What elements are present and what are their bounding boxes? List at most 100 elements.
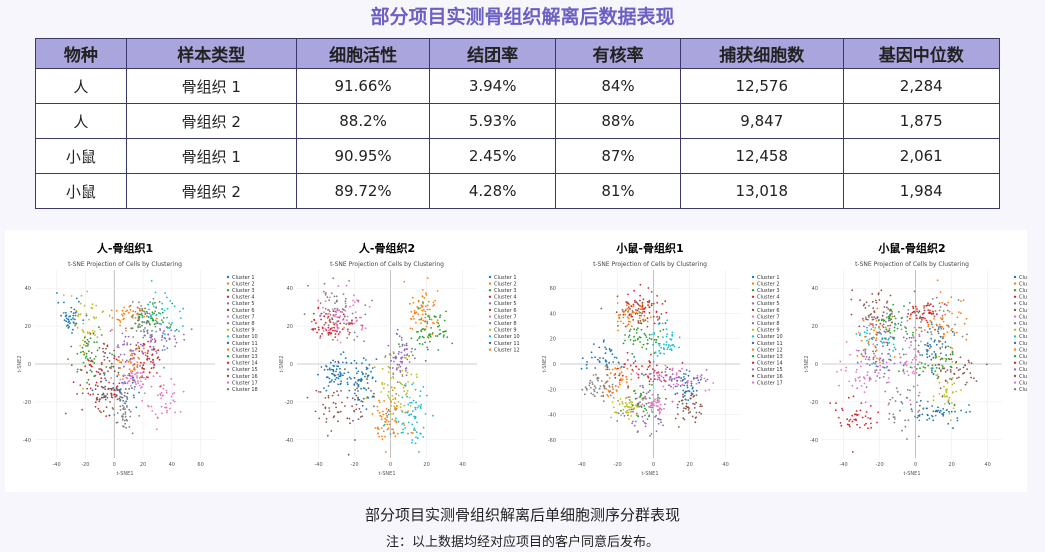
cell-dot	[89, 331, 91, 334]
cell-dot	[382, 430, 385, 433]
cell-dot	[370, 370, 372, 373]
cell-dot	[412, 399, 415, 402]
cell-dot	[350, 362, 353, 365]
cell-dot	[951, 330, 954, 333]
cell-dot	[678, 346, 680, 349]
legend-entry: Cluster 13	[232, 354, 258, 360]
cell-dot	[932, 373, 935, 376]
cell-dot	[692, 378, 695, 381]
cell-dot	[424, 292, 427, 294]
cell-dot	[658, 349, 660, 352]
cell-dot	[442, 336, 445, 338]
page-title: 部分项目实测骨组织解离后数据表现	[370, 6, 675, 28]
cell-dot	[859, 380, 861, 382]
cell-dot	[395, 407, 398, 410]
cell-dot	[611, 401, 614, 403]
cell-dot	[860, 360, 863, 363]
cell-dot	[100, 396, 103, 399]
cell-dot	[126, 382, 129, 385]
cell-dot	[633, 389, 636, 392]
cell-dot	[892, 303, 895, 306]
cell-dot	[892, 350, 894, 352]
cell-dot	[144, 351, 147, 354]
cell-dot	[945, 354, 948, 357]
cell-dot	[437, 349, 440, 351]
cell-dot	[410, 413, 413, 416]
cell-dot	[850, 298, 853, 301]
cell-dot	[630, 373, 633, 375]
cell-dot	[93, 330, 96, 333]
cell-dot	[139, 365, 142, 367]
cell-dot	[351, 397, 354, 400]
cell-dot	[607, 389, 610, 392]
y-tick-label: 40	[812, 286, 818, 292]
cell-dot	[342, 318, 345, 320]
cell-dot	[637, 307, 640, 310]
cell-dot	[926, 353, 928, 355]
cell-dot	[366, 382, 369, 384]
cell-dot	[157, 394, 159, 397]
cell-dot	[146, 332, 149, 335]
cell-dot	[590, 392, 593, 395]
cell-dot	[905, 337, 908, 340]
cell-dot	[871, 338, 874, 341]
cell-dot	[668, 378, 671, 381]
cell-dot	[405, 393, 407, 396]
cell-dot	[162, 321, 165, 324]
legend-entry: Cluster 12	[1019, 347, 1027, 353]
cell-dot	[122, 400, 125, 402]
cell-dot	[131, 352, 133, 355]
cell-dot	[327, 332, 330, 335]
cell-dot	[409, 401, 411, 404]
cell-dot	[672, 383, 675, 386]
cell-dot	[622, 322, 625, 325]
cell-dot	[329, 313, 332, 316]
cell-dot	[598, 360, 601, 363]
cell-dot	[397, 420, 400, 423]
column-header: 有核率	[554, 38, 682, 69]
column-header: 结团率	[429, 38, 556, 69]
cell-dot	[160, 339, 163, 341]
cell-dot	[880, 340, 882, 343]
cell-dot	[120, 361, 123, 364]
cell-dot	[337, 332, 340, 335]
cell-dot	[944, 371, 947, 373]
cell-dot	[698, 411, 701, 414]
cell-dot	[669, 348, 671, 350]
cell-dot	[131, 316, 134, 319]
cell-dot	[355, 367, 358, 370]
cell-dot	[67, 318, 69, 321]
cell-dot	[116, 398, 119, 401]
cell-dot	[410, 351, 413, 353]
cell-dot	[642, 420, 645, 422]
cell-dot	[121, 404, 124, 407]
cell-dot	[872, 324, 874, 327]
cell-dot	[920, 321, 922, 323]
cell-dot	[97, 371, 100, 374]
legend-entry: Cluster 6	[494, 308, 517, 314]
cell-dot	[151, 313, 154, 316]
cell-dot	[953, 382, 956, 385]
cell-dot	[894, 322, 896, 325]
cell-dot	[948, 412, 951, 415]
cell-dot	[927, 364, 930, 367]
cell-dot	[310, 320, 313, 323]
cell-dot	[901, 402, 904, 405]
cell-dot	[151, 302, 154, 304]
cell-dot	[632, 340, 635, 342]
cell-dot	[642, 308, 645, 310]
cell-dot	[917, 374, 920, 377]
cell-dot	[348, 331, 351, 334]
cell-dot	[336, 299, 338, 302]
cell-dot	[912, 331, 914, 334]
cell-dot	[336, 320, 339, 323]
legend-marker	[751, 275, 755, 279]
cell-dot	[856, 414, 858, 417]
cell-dot	[695, 382, 698, 385]
cell-dot	[413, 427, 416, 430]
cell-dot	[132, 314, 135, 316]
cell-dot	[915, 371, 918, 374]
cell-dot	[374, 427, 377, 429]
cell-dot	[641, 398, 644, 401]
cell-dot	[334, 361, 337, 363]
